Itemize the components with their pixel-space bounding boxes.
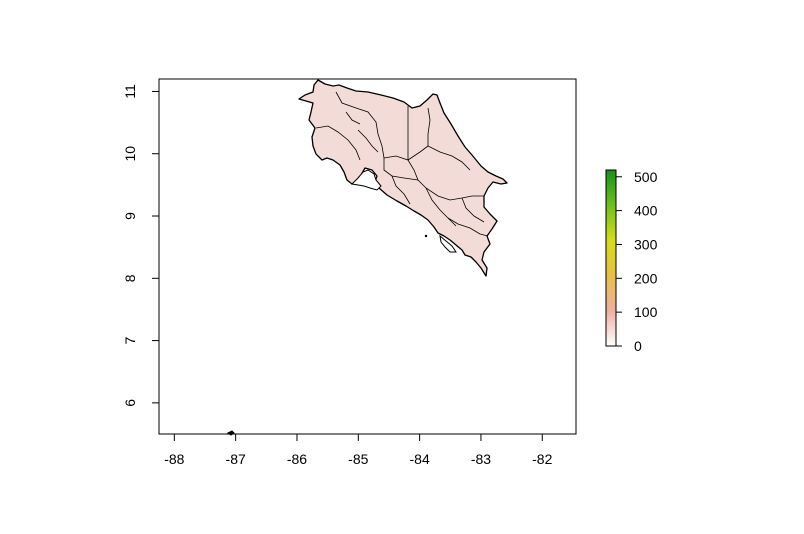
legend-tick-label: 200 <box>634 270 658 286</box>
x-tick-label: -88 <box>164 451 184 467</box>
x-tick-label: -85 <box>348 451 368 467</box>
legend-tick-label: 0 <box>634 338 642 354</box>
legend-tick-label: 100 <box>634 304 658 320</box>
internal-borders <box>315 91 489 237</box>
x-tick-label: -87 <box>226 451 246 467</box>
x-tick-label: -83 <box>471 451 491 467</box>
x-tick-label: -84 <box>410 451 430 467</box>
x-tick-label: -82 <box>532 451 552 467</box>
nicoya-gulf <box>350 169 382 191</box>
dulce-gulf <box>439 234 457 253</box>
legend-tick-label: 400 <box>634 203 658 219</box>
y-tick-label: 11 <box>122 84 138 99</box>
color-legend: 0 100 200 300 400 500 <box>605 169 658 354</box>
country-map <box>227 79 508 436</box>
x-tick-label: -86 <box>287 451 307 467</box>
y-tick-label: 7 <box>122 336 138 344</box>
y-tick-label: 10 <box>122 146 138 162</box>
y-tick-label: 9 <box>122 212 138 220</box>
y-tick-label: 8 <box>122 274 138 282</box>
island-dot <box>424 234 428 238</box>
x-axis: -88 -87 -86 -85 -84 -83 -82 <box>164 433 553 467</box>
legend-tick-label: 300 <box>634 236 658 252</box>
legend-tick-label: 500 <box>634 169 658 185</box>
legend-color-bar <box>605 169 617 347</box>
y-axis: 6 7 8 9 10 11 <box>122 84 160 407</box>
y-tick-label: 6 <box>122 399 138 407</box>
